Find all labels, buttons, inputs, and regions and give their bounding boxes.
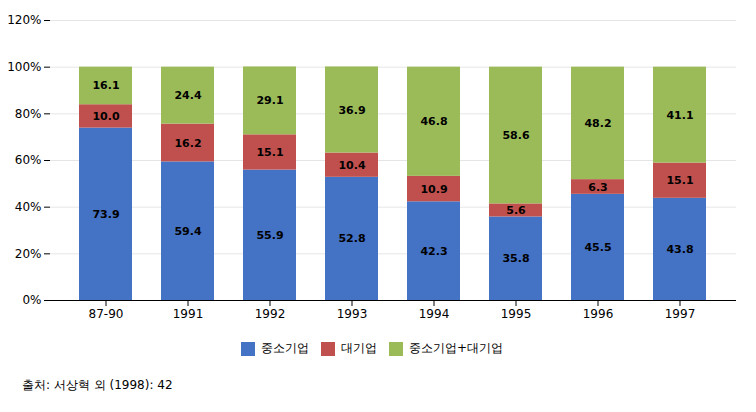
svg-text:1997: 1997 bbox=[665, 307, 696, 321]
html-text:출처: 서상혁 외 (1998): 42: 출처: 서상혁 외 (1998): 42 bbox=[22, 378, 173, 392]
svg-text:20%: 20% bbox=[15, 247, 42, 261]
svg-text:73.9: 73.9 bbox=[92, 208, 119, 221]
svg-text:87-90: 87-90 bbox=[89, 307, 124, 321]
svg-text:52.8: 52.8 bbox=[338, 232, 365, 245]
svg-text:1992: 1992 bbox=[255, 307, 286, 321]
svg-text:1996: 1996 bbox=[583, 307, 614, 321]
svg-text:120%: 120% bbox=[7, 13, 41, 27]
html-text:중소기업: 중소기업 bbox=[261, 341, 309, 355]
svg-text:15.1: 15.1 bbox=[256, 146, 283, 159]
svg-text:16.2: 16.2 bbox=[174, 137, 201, 150]
svg-text:60%: 60% bbox=[15, 153, 42, 167]
svg-text:45.5: 45.5 bbox=[584, 241, 611, 254]
svg-text:29.1: 29.1 bbox=[256, 94, 283, 107]
svg-text:40%: 40% bbox=[15, 200, 42, 214]
svg-text:10.0: 10.0 bbox=[92, 110, 119, 123]
svg-text:58.6: 58.6 bbox=[502, 129, 529, 142]
svg-text:1993: 1993 bbox=[337, 307, 368, 321]
svg-text:6.3: 6.3 bbox=[588, 181, 608, 194]
html-text:중소기업+대기업: 중소기업+대기업 bbox=[409, 341, 503, 355]
html-text:대기업: 대기업 bbox=[341, 341, 377, 355]
svg-text:59.4: 59.4 bbox=[174, 225, 201, 238]
svg-text:43.8: 43.8 bbox=[666, 243, 693, 256]
svg-text:42.3: 42.3 bbox=[420, 245, 447, 258]
svg-text:16.1: 16.1 bbox=[92, 79, 119, 92]
svg-text:1995: 1995 bbox=[501, 307, 532, 321]
svg-text:10.4: 10.4 bbox=[338, 159, 365, 172]
svg-text:100%: 100% bbox=[7, 60, 41, 74]
svg-text:15.1: 15.1 bbox=[666, 174, 693, 187]
svg-text:0%: 0% bbox=[22, 293, 41, 307]
svg-text:5.6: 5.6 bbox=[506, 204, 526, 217]
svg-text:10.9: 10.9 bbox=[420, 183, 447, 196]
svg-text:1991: 1991 bbox=[173, 307, 204, 321]
svg-text:80%: 80% bbox=[15, 107, 42, 121]
svg-text:24.4: 24.4 bbox=[174, 89, 201, 102]
svg-text:36.9: 36.9 bbox=[338, 104, 365, 117]
svg-text:55.9: 55.9 bbox=[256, 229, 283, 242]
svg-text:35.8: 35.8 bbox=[502, 252, 529, 265]
svg-text:41.1: 41.1 bbox=[666, 109, 693, 122]
svg-text:46.8: 46.8 bbox=[420, 115, 447, 128]
svg-text:48.2: 48.2 bbox=[584, 117, 611, 130]
svg-text:1994: 1994 bbox=[419, 307, 450, 321]
